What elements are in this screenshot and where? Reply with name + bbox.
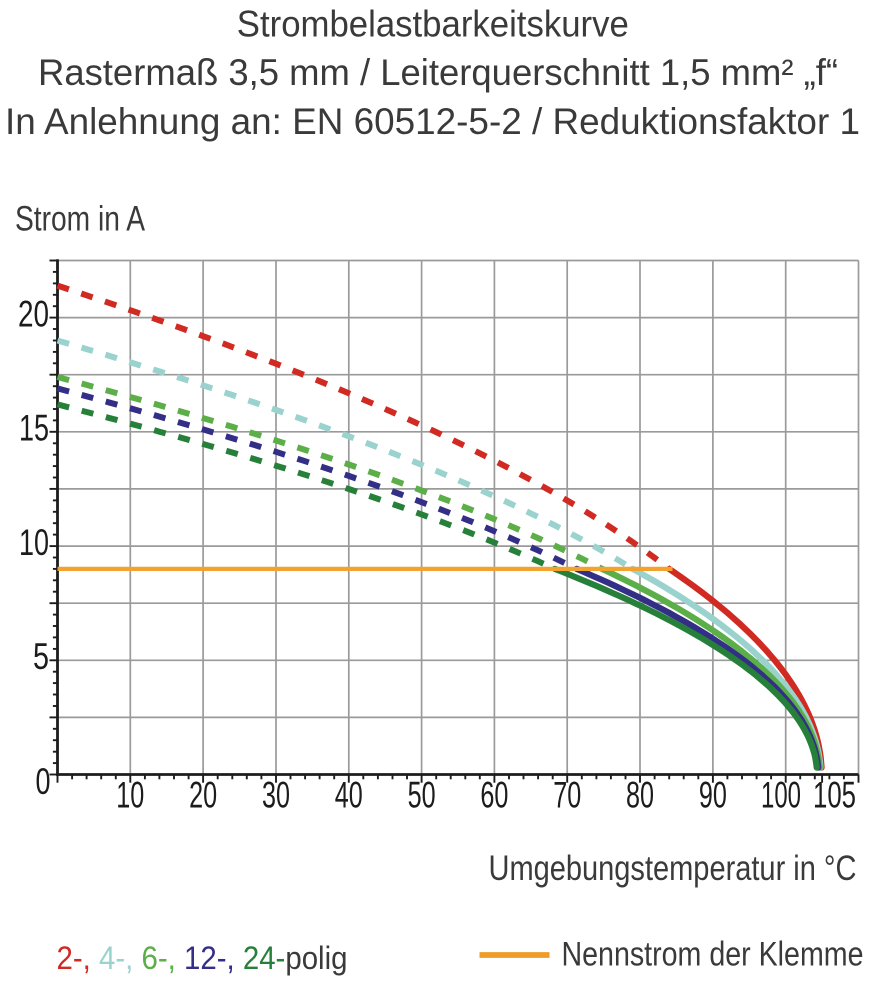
svg-text:90: 90 [699,775,727,816]
svg-text:Nennstrom der Klemme: Nennstrom der Klemme [562,936,864,974]
svg-text:Umgebungstemperatur in °C: Umgebungstemperatur in °C [489,849,857,888]
svg-text:30: 30 [262,775,290,816]
svg-text:20: 20 [18,293,49,334]
svg-text:50: 50 [408,775,436,816]
svg-text:Rastermaß 3,5 mm / Leiterquers: Rastermaß 3,5 mm / Leiterquerschnitt 1,5… [38,52,838,93]
svg-text:5: 5 [33,636,49,677]
svg-text:80: 80 [626,775,654,816]
svg-text:Strom in A: Strom in A [15,200,146,239]
svg-text:2-, 4-, 6-, 12-, 24-polig: 2-, 4-, 6-, 12-, 24-polig [57,940,348,976]
svg-text:Strombelastbarkeitskurve: Strombelastbarkeitskurve [237,4,629,45]
svg-text:40: 40 [335,775,363,816]
svg-text:60: 60 [480,775,508,816]
svg-text:105: 105 [813,775,856,816]
svg-text:10: 10 [19,522,49,563]
svg-text:10: 10 [116,775,144,816]
svg-text:In Anlehnung an: EN 60512-5-2: In Anlehnung an: EN 60512-5-2 / Reduktio… [5,101,860,142]
svg-text:70: 70 [553,775,581,816]
svg-text:100: 100 [761,775,801,816]
svg-text:20: 20 [189,775,217,816]
svg-text:0: 0 [36,761,51,802]
svg-text:15: 15 [19,408,49,449]
